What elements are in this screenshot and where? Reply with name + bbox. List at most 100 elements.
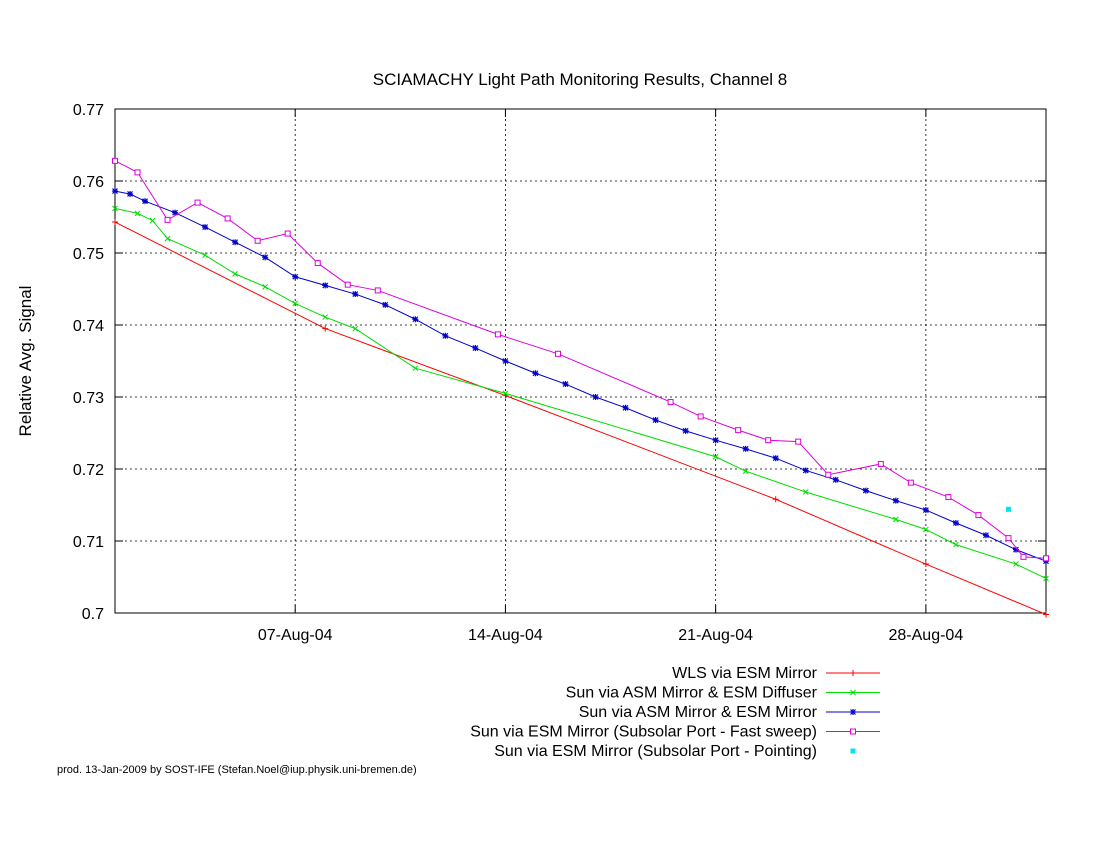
data-point	[850, 670, 856, 676]
data-point	[502, 358, 509, 364]
data-point	[850, 689, 856, 696]
data-point	[194, 199, 201, 206]
data-point	[412, 316, 419, 323]
data-point	[322, 282, 329, 289]
y-tick-label: 0.73	[73, 390, 104, 407]
data-point	[1043, 575, 1049, 582]
data-point	[352, 325, 359, 332]
data-point	[735, 427, 742, 434]
series-3	[112, 188, 1049, 565]
y-tick-label: 0.71	[73, 534, 104, 551]
data-point	[802, 467, 809, 474]
data-point	[472, 345, 479, 352]
x-tick-label: 28-Aug-04	[889, 627, 964, 644]
plot-frame	[114, 108, 1047, 614]
data-point	[1005, 506, 1011, 512]
data-point	[652, 417, 659, 424]
y-tick-label: 0.77	[73, 102, 104, 119]
data-point	[112, 219, 118, 226]
data-point	[922, 507, 929, 514]
data-point	[344, 281, 351, 288]
y-tick-label: 0.74	[73, 318, 104, 335]
legend-label: Sun via ESM Mirror (Subsolar Port - Poin…	[494, 743, 817, 760]
data-point	[374, 287, 381, 294]
data-point	[202, 224, 209, 231]
legend-item: Sun via ESM Mirror (Subsolar Port - Poin…	[494, 743, 856, 760]
data-point	[862, 487, 869, 494]
data-point	[877, 460, 884, 467]
data-series	[112, 157, 1049, 618]
y-tick-label: 0.76	[73, 174, 104, 191]
data-point	[850, 709, 856, 715]
data-point	[622, 404, 629, 411]
data-point	[284, 230, 291, 237]
data-point	[1043, 611, 1049, 618]
y-tick-label: 0.75	[73, 246, 104, 263]
legend-item: Sun via ASM Mirror & ESM Diffuser	[566, 685, 880, 702]
series-2	[112, 205, 1049, 582]
legend-label: Sun via ASM Mirror & ESM Mirror	[579, 704, 818, 721]
y-tick-label: 0.7	[82, 606, 104, 623]
data-point	[850, 728, 856, 735]
data-point	[1005, 535, 1012, 542]
data-point	[502, 390, 509, 397]
data-point	[765, 437, 772, 444]
data-point	[975, 512, 982, 519]
data-point	[142, 198, 149, 205]
data-point	[982, 532, 989, 539]
data-point	[112, 157, 118, 164]
series-1	[112, 219, 1049, 618]
y-tick-label: 0.72	[73, 462, 104, 479]
data-point	[554, 350, 561, 357]
data-point	[134, 169, 141, 176]
series-5	[1005, 506, 1011, 512]
data-point	[382, 301, 389, 308]
data-point	[923, 526, 929, 533]
data-point	[892, 497, 899, 504]
data-point	[907, 479, 914, 486]
legend-item: WLS via ESM Mirror	[672, 665, 880, 682]
data-point	[1020, 553, 1027, 560]
data-point	[1043, 555, 1049, 562]
data-point	[232, 239, 239, 246]
data-point	[322, 314, 329, 320]
series-line	[114, 190, 1047, 562]
data-point	[112, 188, 118, 195]
data-point	[127, 190, 134, 197]
series-line	[114, 207, 1047, 579]
data-point	[952, 520, 959, 526]
legend-label: Sun via ESM Mirror (Subsolar Port - Fast…	[470, 724, 817, 741]
series-line	[114, 221, 1047, 615]
data-point	[592, 394, 599, 400]
x-tick-label: 21-Aug-04	[678, 627, 753, 644]
data-point	[532, 370, 539, 377]
grid-lines	[115, 109, 1046, 613]
data-point	[712, 453, 719, 460]
data-point	[832, 476, 839, 483]
data-point	[254, 237, 261, 244]
data-point	[1012, 546, 1019, 553]
series-line	[114, 160, 1047, 559]
data-point	[202, 252, 208, 259]
data-point	[945, 494, 952, 501]
data-point	[825, 471, 832, 478]
data-point	[802, 489, 809, 495]
legend: WLS via ESM Mirror Sun via ASM Mirror & E…	[470, 665, 880, 760]
chart-title: SCIAMACHY Light Path Monitoring Results,…	[373, 70, 788, 89]
data-point	[224, 215, 231, 222]
legend-label: Sun via ASM Mirror & ESM Diffuser	[566, 685, 818, 702]
data-point	[232, 271, 238, 277]
data-point	[742, 468, 749, 475]
x-tick-label: 14-Aug-04	[468, 627, 543, 644]
data-point	[667, 399, 674, 406]
data-point	[322, 325, 329, 332]
data-point	[292, 273, 299, 280]
data-point	[772, 455, 779, 462]
data-point	[922, 561, 929, 568]
data-point	[697, 413, 704, 420]
data-point	[112, 205, 118, 212]
data-point	[442, 332, 449, 339]
data-point	[953, 541, 959, 548]
data-point	[134, 210, 141, 217]
